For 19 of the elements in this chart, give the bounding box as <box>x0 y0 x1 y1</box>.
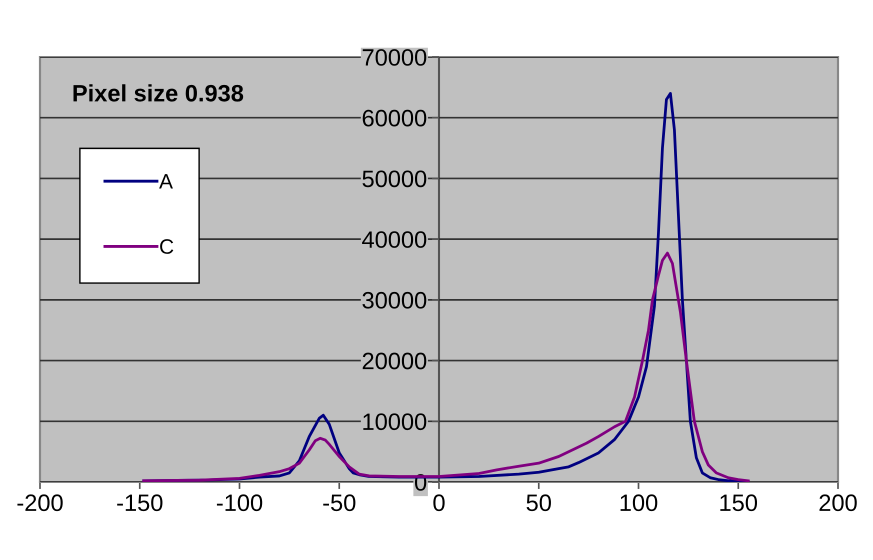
x-tick-label: 50 <box>526 494 551 512</box>
x-tick-label: 200 <box>819 494 857 512</box>
x-tick-label: -100 <box>216 494 262 512</box>
y-tick-label: 70000 <box>362 49 426 66</box>
x-tick-label: -150 <box>117 494 162 512</box>
y-tick-label: 60000 <box>362 110 426 126</box>
x-tick-label: -50 <box>323 494 356 512</box>
x-tick-label: 0 <box>433 494 445 512</box>
annotation: Pixel size 0.938 <box>74 84 244 102</box>
x-tick-label: 150 <box>720 494 758 512</box>
x-tick-label: -200 <box>17 494 63 512</box>
y-tick-label: 10000 <box>363 413 426 430</box>
legend-label: A <box>159 174 173 188</box>
y-tick-label: 20000 <box>362 352 426 370</box>
y-tick-label: 30000 <box>362 292 426 309</box>
y-tick-label: 40000 <box>362 231 426 248</box>
x-tick-label: 100 <box>620 494 658 512</box>
legend-label: C <box>160 239 174 254</box>
y-tick-label: 50000 <box>362 170 426 188</box>
